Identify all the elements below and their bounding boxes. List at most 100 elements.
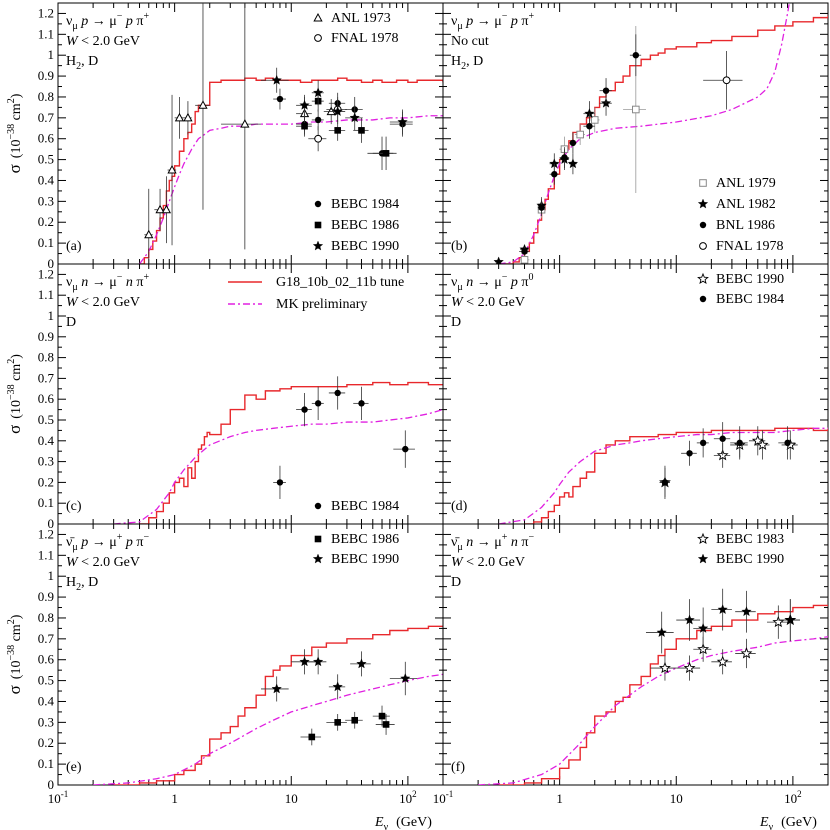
panel-f: 10-1 1 10 102 ν̄μ​ n → μ+​ n π−​ W < 2.0 GeV D…: [433, 523, 829, 806]
data-point: [686, 450, 693, 457]
y-tick-label: 0: [48, 516, 55, 531]
x-axis-label-left: Eν (GeV): [374, 815, 432, 830]
y-tick-label: 0.5: [38, 673, 54, 688]
x-tick-label: 102: [399, 789, 417, 806]
y-tick-label: 0.9: [38, 68, 54, 83]
panel-title-line: W < 2.0 GeV: [451, 295, 525, 310]
panel-title-line: D: [66, 315, 76, 330]
y-tick-label: 0.4: [38, 172, 55, 187]
legend-label: ANL 1979: [716, 176, 776, 191]
legend-marker: [697, 553, 709, 564]
panel-title-line: νμ​ p → μ−​ p π+​: [451, 11, 534, 32]
y-tick-label: 0.6: [38, 131, 55, 146]
y-tick-label: 0.2: [38, 214, 54, 229]
y-tick-label: 0.5: [38, 412, 54, 427]
legend-marker: [314, 34, 322, 42]
x-tick-label: 1: [171, 791, 178, 806]
legend-marker: [699, 221, 707, 229]
data-point: [358, 400, 365, 407]
data-point: [736, 439, 743, 447]
data-point: [784, 439, 791, 447]
mk-curve: [138, 115, 443, 264]
panel-frame: [442, 523, 829, 786]
panel-title-line: No cut: [451, 34, 489, 49]
data-point: [299, 99, 310, 110]
data-point: [659, 661, 671, 674]
data-point: [567, 158, 579, 169]
y-tick-label: 0.3: [38, 193, 54, 208]
data-point: [382, 150, 390, 157]
data-point: [538, 204, 545, 211]
data-point: [756, 438, 769, 450]
legend-marker: [312, 240, 324, 251]
data-point: [632, 105, 640, 114]
curves: [113, 381, 443, 524]
y-tick-label: 0.1: [38, 495, 54, 510]
x-tick-label: 10-1: [433, 789, 454, 806]
y-tick-label: 0.2: [38, 735, 54, 750]
legend-marker: [314, 535, 322, 543]
panel-title-line: W < 2.0 GeV: [451, 555, 525, 570]
panel-title-line: W < 2.0 GeV: [66, 295, 140, 310]
legend-curve-label: MK preliminary: [276, 297, 367, 312]
y-tick-label: 0: [48, 777, 55, 792]
y-axis-label: σ(10−38 cm2): [5, 93, 24, 173]
panel-title-line: ν̄μ​ n → μ+​ n π−​: [451, 532, 534, 553]
panel-title-line: νμ​ p → μ−​ p π+​: [66, 11, 149, 32]
panel-label: (d): [451, 499, 468, 514]
data-point: [276, 479, 284, 486]
data-point: [332, 106, 343, 116]
panel-title-line: ν̄μ​ p → μ+​ p π−​: [66, 532, 149, 553]
x-tick-label: 1: [556, 791, 563, 806]
legend-label: BEBC 1990: [716, 552, 784, 567]
data-point: [576, 130, 584, 139]
data-point: [144, 229, 154, 239]
data-point: [699, 439, 707, 447]
panel-label: (b): [451, 239, 468, 254]
data-points: [493, 25, 743, 264]
panel-title-line: H2​, D: [66, 54, 98, 72]
y-tick-label: 0.2: [38, 474, 54, 489]
y-axis-label: σ(10−38 cm2): [5, 614, 24, 694]
panel-title-line: νμ​ n → μ−​ p π0​: [451, 272, 533, 293]
data-point: [271, 683, 282, 694]
data-point: [551, 171, 558, 178]
data-point: [356, 658, 367, 669]
y-tick-label: 0: [48, 256, 55, 271]
legend-label: BEBC 1984: [716, 292, 784, 307]
y-tick-label: 1.1: [38, 287, 54, 302]
y-tick-label: 1: [48, 47, 55, 62]
legend-marker: [699, 295, 707, 303]
data-point: [586, 122, 593, 130]
data-point: [351, 716, 359, 724]
panel-e: 0 0.1 0.2 0.3 0.4 0.5 0.6 0.7 0.8 0.9 1 1.1 1.2 10-1 1…: [38, 523, 444, 806]
data-point: [161, 204, 172, 214]
data-points: [273, 376, 415, 500]
panel-title-line: H2​, D: [451, 54, 483, 72]
data-point: [772, 615, 785, 628]
data-point: [740, 647, 753, 659]
data-point: [167, 164, 177, 174]
panel-label: (f): [451, 760, 465, 775]
data-point: [276, 95, 284, 103]
legend-marker: [699, 179, 707, 187]
y-tick-label: 0.8: [38, 350, 54, 365]
data-point: [378, 712, 386, 720]
data-point: [569, 139, 577, 147]
data-point: [332, 681, 343, 692]
x-tick-label: 102: [784, 789, 802, 806]
y-tick-label: 0.3: [38, 454, 54, 469]
panel-title-line: νμ​ n → μ−​ n π+​: [66, 272, 149, 293]
y-tick-label: 1.2: [38, 526, 54, 541]
data-points: [645, 588, 800, 681]
data-point: [155, 204, 165, 214]
data-point: [717, 604, 728, 614]
panel-c: 0 0.1 0.2 0.3 0.4 0.5 0.6 0.7 0.8 0.9 1 1.1 1.2 νμ​ n…: [38, 263, 444, 531]
data-point: [334, 127, 341, 134]
y-tick-label: 1.2: [38, 5, 54, 20]
y-axis-label: σ(10−38 cm2): [5, 354, 24, 434]
legend-marker: [314, 200, 322, 208]
y-tick-label: 0.1: [38, 756, 54, 771]
data-point: [521, 248, 528, 255]
